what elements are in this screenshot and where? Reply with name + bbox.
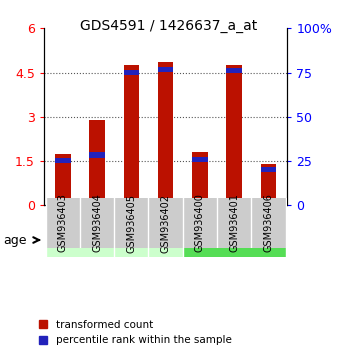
Text: GSM936403: GSM936403 [58,194,68,252]
Bar [114,198,148,248]
Text: E17.5: E17.5 [216,234,252,246]
Bar [226,65,242,205]
Bar [192,156,208,162]
Bar [124,70,139,75]
Text: E14: E14 [68,234,92,246]
Bar [148,198,183,248]
Bar [80,198,114,248]
Bar [46,198,80,248]
Bar [89,120,105,205]
Bar [55,158,71,164]
Bar [192,152,208,205]
Text: GSM936402: GSM936402 [161,194,171,252]
Text: GSM936406: GSM936406 [263,194,273,252]
Bar [226,68,242,74]
Text: GSM936405: GSM936405 [126,194,136,252]
Bar [148,225,183,257]
Bar [261,164,276,205]
Bar [124,65,139,205]
Bar [89,152,105,158]
Bar [114,225,148,257]
Bar [217,198,251,248]
Bar [183,198,217,248]
Text: age: age [3,234,27,246]
Text: GSM936404: GSM936404 [92,194,102,252]
Bar [158,67,173,72]
Text: GDS4591 / 1426637_a_at: GDS4591 / 1426637_a_at [80,19,258,34]
Bar [158,62,173,205]
Legend: transformed count, percentile rank within the sample: transformed count, percentile rank withi… [39,320,232,345]
Text: E15: E15 [119,234,143,246]
Text: GSM936400: GSM936400 [195,194,205,252]
Bar [261,167,276,172]
Bar [251,198,286,248]
Bar [46,225,114,257]
Text: GSM936401: GSM936401 [229,194,239,252]
Bar [55,154,71,205]
Text: E16: E16 [154,234,177,246]
Bar [183,225,286,257]
